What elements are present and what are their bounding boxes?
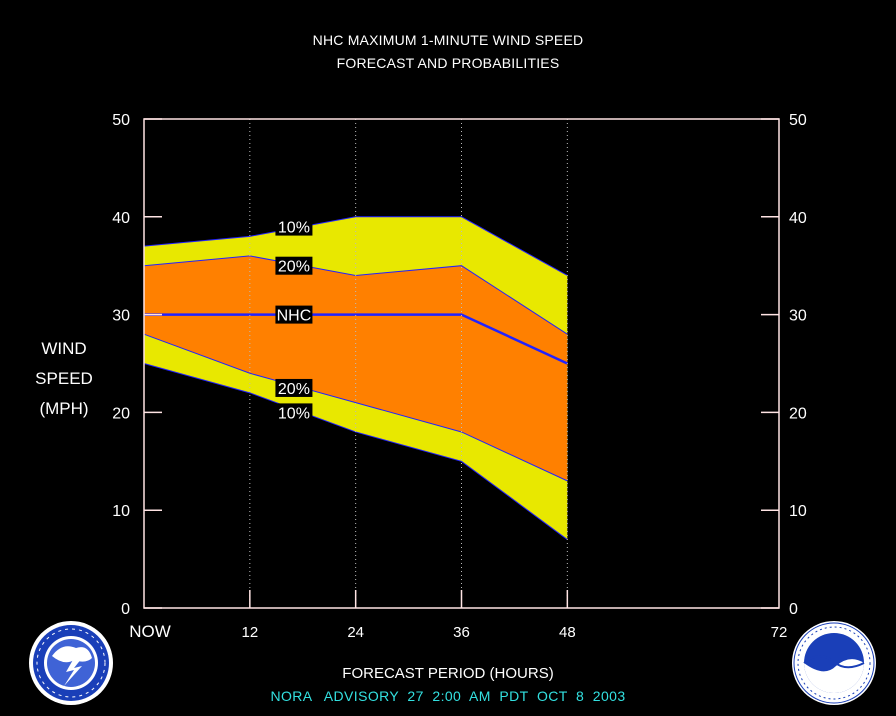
noaa-logo-icon — [792, 621, 876, 705]
xtick-label-36: 36 — [453, 624, 470, 641]
x-axis-label: FORECAST PERIOD (HOURS) — [342, 665, 554, 682]
nws-logo-icon — [29, 621, 113, 705]
xtick-label-0: NOW — [129, 622, 171, 641]
ytick-label-left-30: 30 — [112, 308, 130, 325]
annotation-bg-1 — [275, 256, 313, 275]
xtick-label-72: 72 — [771, 624, 788, 641]
ytick-label-right-20: 20 — [789, 405, 807, 422]
annotation-label-0: 10% — [278, 220, 310, 237]
chart-title: NHC MAXIMUM 1-MINUTE WIND SPEED — [312, 32, 584, 48]
ytick-label-right-0: 0 — [789, 601, 798, 618]
ytick-label-right-30: 30 — [789, 308, 807, 325]
xtick-label-24: 24 — [347, 624, 364, 641]
ytick-label-right-10: 10 — [789, 503, 807, 520]
annotation-bg-3 — [275, 378, 313, 397]
ytick-label-right-40: 40 — [789, 210, 807, 227]
annotation-label-4: 10% — [278, 405, 310, 422]
chart-subtitle: FORECAST AND PROBABILITIES — [336, 55, 560, 71]
annotation-label-3: 20% — [278, 381, 310, 398]
xtick-label-12: 12 — [241, 624, 258, 641]
ytick-label-left-40: 40 — [112, 210, 130, 227]
line-lower-20-percent — [143, 333, 568, 482]
y-axis-label-line1: WIND — [41, 339, 87, 358]
ytick-label-right-50: 50 — [789, 112, 807, 129]
ytick-label-left-50: 50 — [112, 112, 130, 129]
y-axis-label-line2: SPEED — [35, 369, 93, 388]
band-20-percent — [144, 255, 568, 481]
line-upper-10-percent — [143, 216, 568, 276]
y-axis-label-line3: (MPH) — [39, 399, 89, 418]
ytick-label-left-0: 0 — [121, 601, 130, 618]
ytick-label-left-10: 10 — [112, 503, 130, 520]
annotation-label-1: 20% — [278, 259, 310, 276]
advisory-footer: NORA ADVISORY 27 2:00 AM PDT OCT 8 2003 — [270, 688, 626, 704]
annotation-bg-0 — [275, 217, 313, 236]
annotation-label-2: NHC — [277, 308, 312, 325]
xtick-label-48: 48 — [559, 624, 576, 641]
ytick-label-left-20: 20 — [112, 405, 130, 422]
annotation-bg-2 — [275, 305, 313, 324]
annotation-bg-4 — [275, 403, 313, 422]
line-nhc-forecast — [144, 313, 568, 365]
